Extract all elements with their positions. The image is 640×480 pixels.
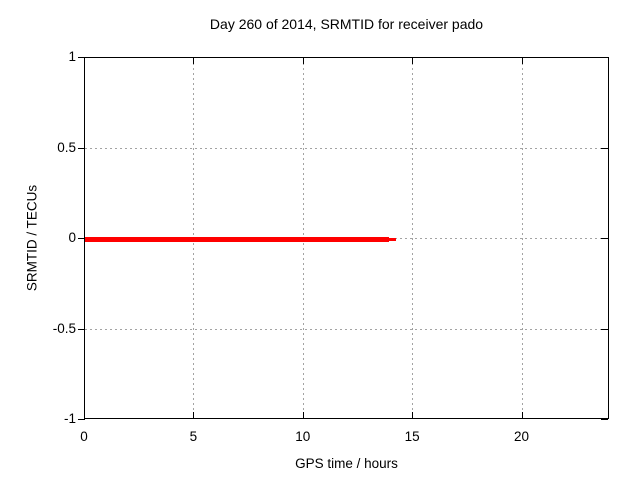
x-tick-label: 15: [404, 429, 420, 444]
x-axis-label: GPS time / hours: [295, 456, 398, 471]
y-tick-mark: [78, 328, 85, 330]
plot-area: [84, 57, 609, 420]
x-tick-label: 5: [189, 429, 198, 444]
y-tick-mark-mirror: [601, 328, 608, 330]
y-tick-label: -0.5: [52, 320, 76, 336]
x-tick-mark: [84, 412, 85, 418]
y-tick-mark: [78, 238, 85, 239]
y-tick-mark: [78, 147, 85, 149]
x-tick-mark: [302, 412, 304, 418]
x-gridline: [412, 58, 414, 418]
x-tick-mark: [521, 412, 523, 418]
x-tick-label: 20: [513, 429, 530, 444]
x-tick-mark: [412, 412, 414, 418]
y-tick-mark-mirror: [601, 238, 608, 239]
x-gridline: [521, 58, 523, 418]
y-tick-mark-mirror: [601, 57, 608, 58]
y-tick-mark-mirror: [601, 147, 608, 149]
chart-title: Day 260 of 2014, SRMTID for receiver pad…: [209, 16, 484, 32]
x-tick-label: 0: [80, 429, 88, 444]
x-tick-mark-mirror: [302, 58, 304, 64]
y-tick-label: -1: [63, 411, 76, 426]
x-tick-mark-mirror: [521, 58, 523, 64]
y-tick-mark: [78, 419, 85, 420]
y-tick-label: 1: [68, 49, 76, 64]
y-tick-mark: [78, 57, 85, 58]
x-tick-label: 10: [295, 429, 311, 444]
series-line-srmtid: [85, 236, 390, 242]
x-tick-mark: [193, 412, 195, 418]
y-tick-label: 0: [68, 230, 76, 245]
y-tick-mark-mirror: [601, 419, 608, 420]
y-tick-label: 0.5: [57, 139, 76, 155]
x-tick-mark-mirror: [84, 58, 85, 64]
y-gridline: [85, 328, 608, 330]
x-tick-mark-mirror: [412, 58, 414, 64]
x-tick-mark-mirror: [193, 58, 195, 64]
series-line-srmtid: [389, 237, 396, 241]
y-gridline: [85, 147, 608, 149]
